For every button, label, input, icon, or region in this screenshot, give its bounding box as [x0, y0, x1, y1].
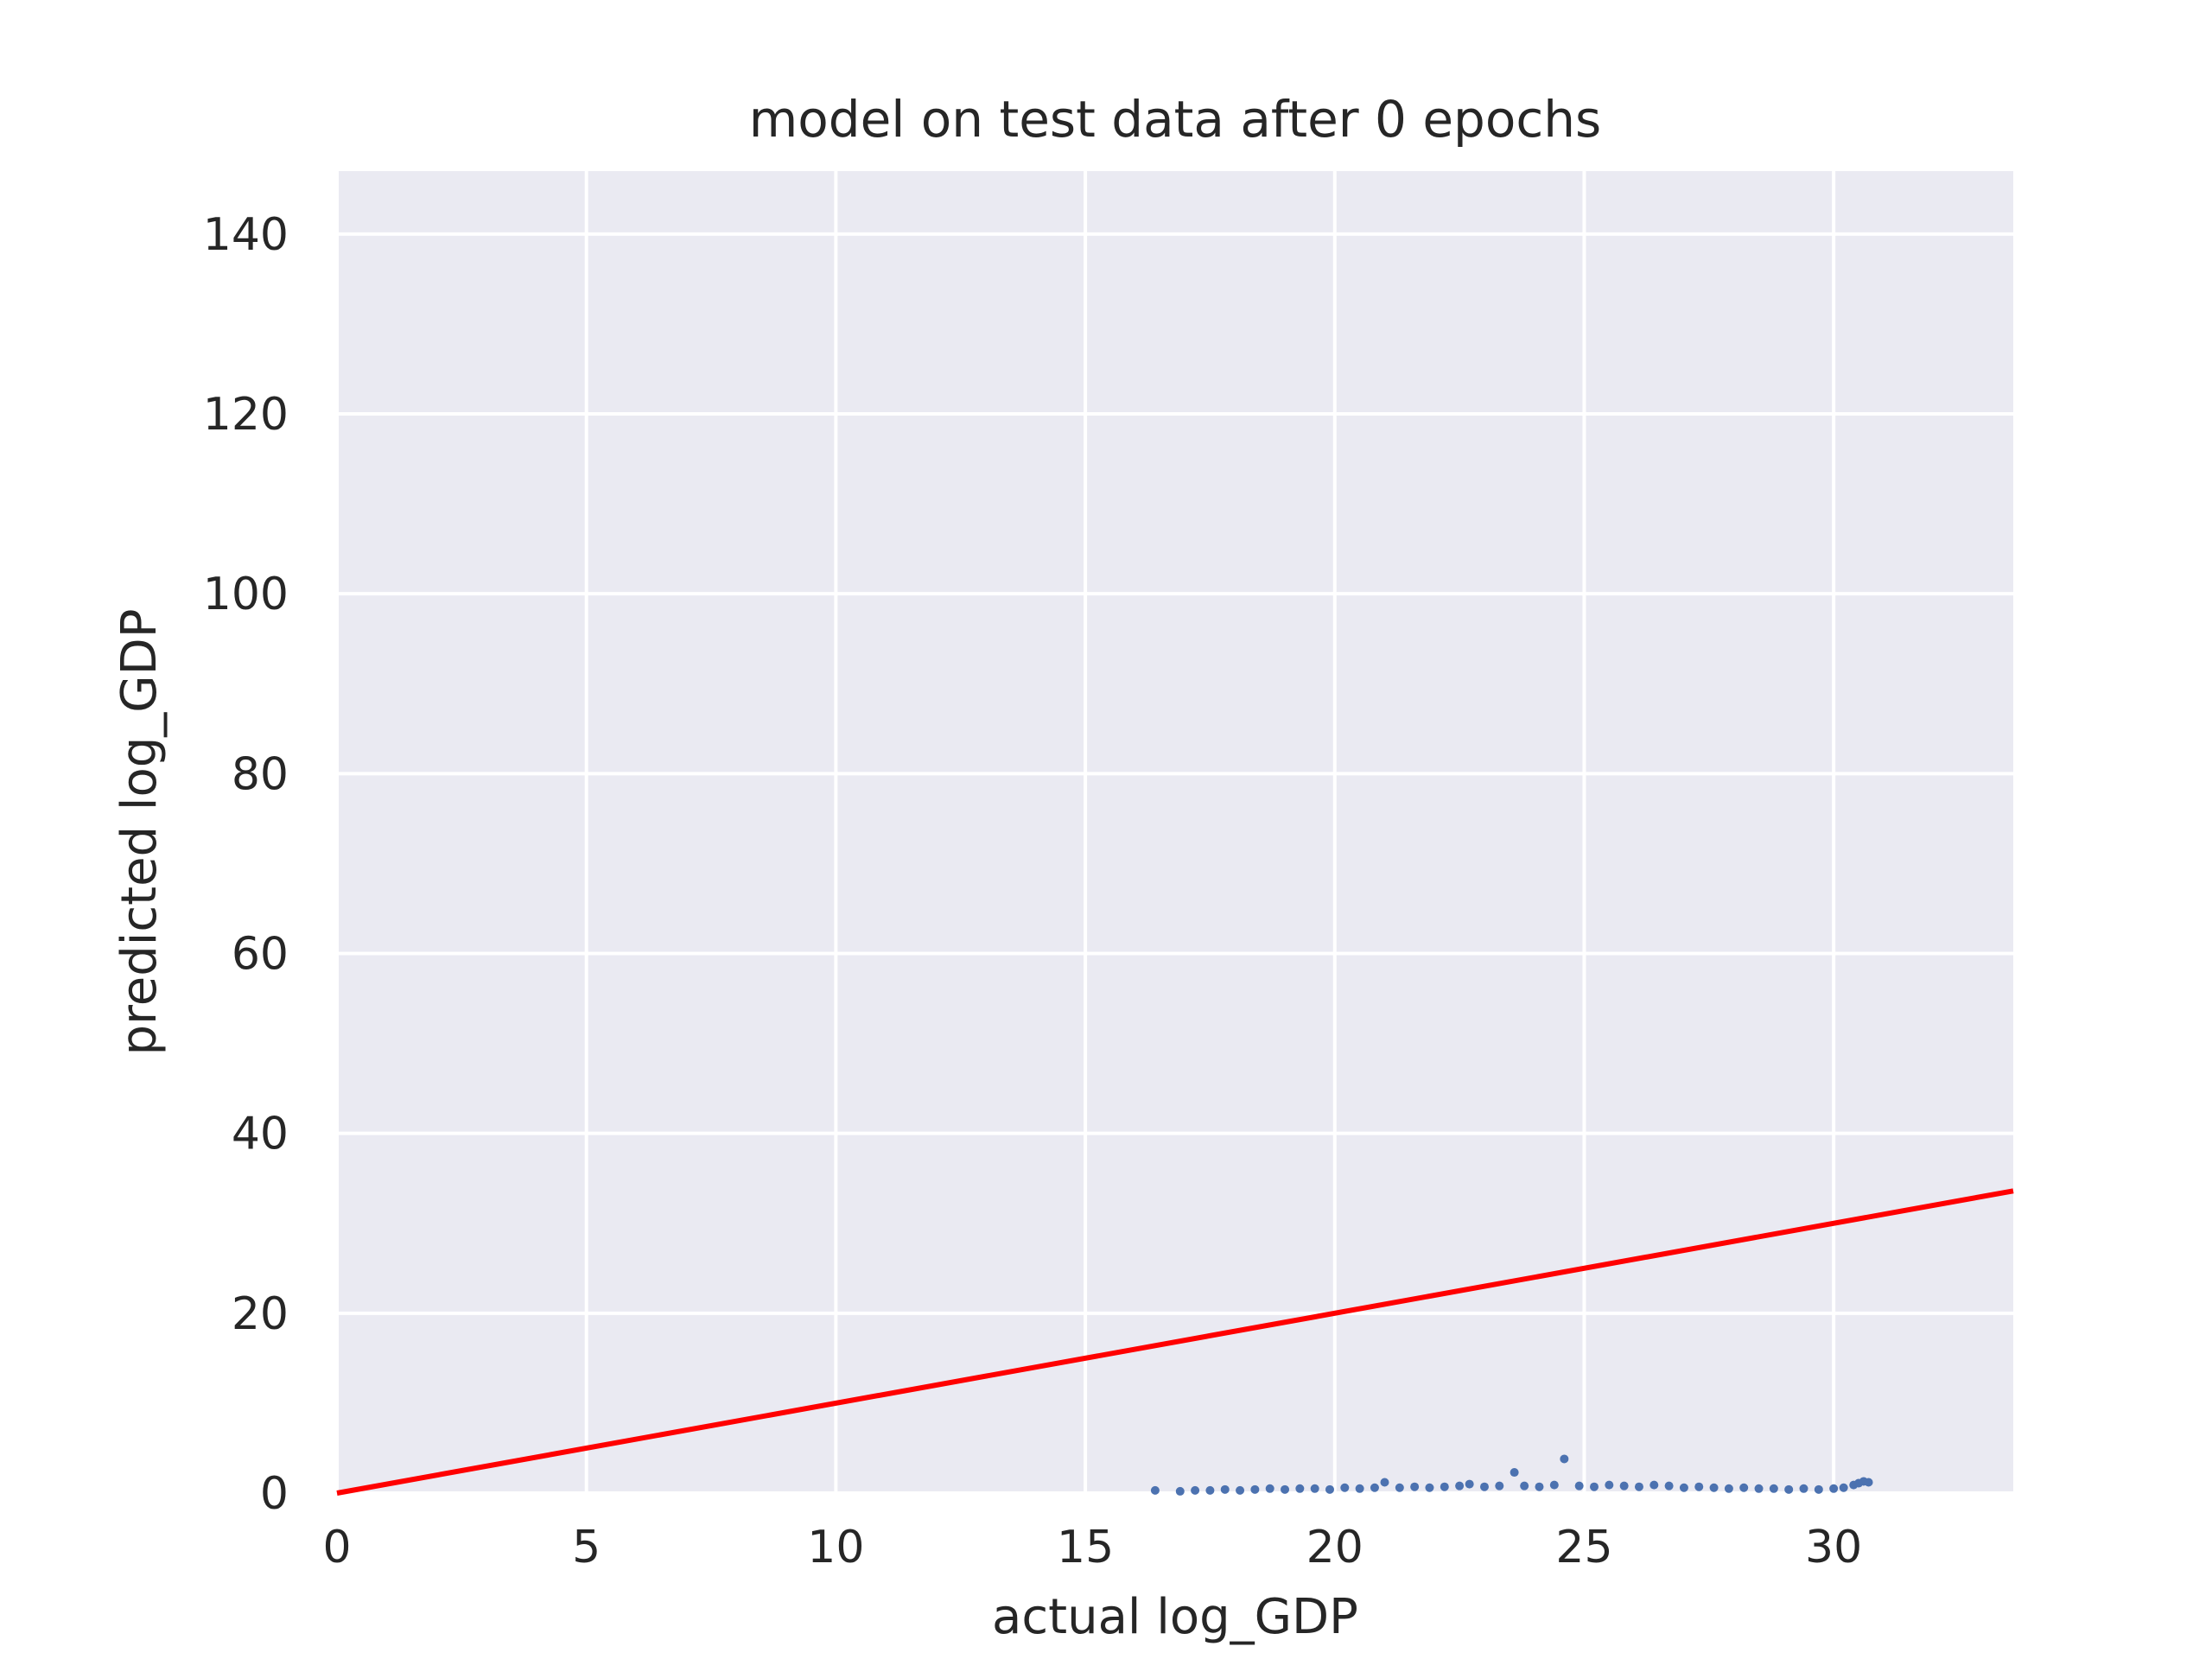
data-point [1679, 1483, 1688, 1492]
data-point [1739, 1483, 1749, 1492]
data-point [1754, 1484, 1764, 1493]
data-point [1694, 1482, 1704, 1491]
data-point [1495, 1481, 1504, 1491]
data-point [1784, 1484, 1794, 1494]
data-point [1535, 1482, 1544, 1491]
data-point [1236, 1485, 1245, 1495]
y-axis-ticks: 0 20 40 60 80 100 120 140 [203, 209, 289, 1520]
data-point [1510, 1468, 1519, 1478]
data-point [1175, 1486, 1185, 1496]
data-points [1150, 1454, 1873, 1496]
data-point [1380, 1478, 1389, 1487]
data-point [1250, 1484, 1260, 1494]
y-tick-label: 100 [203, 569, 289, 620]
data-point [1605, 1480, 1614, 1490]
data-point [1590, 1482, 1599, 1491]
data-point [1724, 1484, 1733, 1493]
data-point [1864, 1478, 1873, 1487]
data-point [1425, 1483, 1434, 1492]
data-point [1549, 1480, 1559, 1490]
chart-title: model on test data after 0 epochs [749, 90, 1601, 149]
data-point [1205, 1485, 1215, 1495]
x-axis-ticks: 0 5 10 15 20 25 30 [322, 1522, 1862, 1573]
data-point [1410, 1482, 1420, 1491]
data-point [1310, 1484, 1319, 1493]
x-tick-label: 0 [322, 1522, 351, 1573]
plot-area [337, 171, 2013, 1493]
data-point [1370, 1483, 1379, 1492]
data-point [1340, 1483, 1350, 1492]
data-point [1839, 1483, 1848, 1492]
x-axis-label: actual log_GDP [992, 1589, 1358, 1645]
data-point [1829, 1484, 1839, 1493]
y-tick-label: 20 [232, 1288, 289, 1340]
data-point [1440, 1482, 1449, 1491]
data-point [1265, 1484, 1274, 1493]
x-tick-label: 20 [1306, 1522, 1363, 1573]
data-point [1520, 1481, 1529, 1491]
y-tick-label: 120 [203, 389, 289, 441]
data-point [1295, 1484, 1305, 1493]
y-tick-label: 0 [260, 1468, 289, 1520]
data-point [1355, 1484, 1364, 1493]
data-point [1574, 1481, 1584, 1491]
data-point [1799, 1484, 1808, 1493]
data-point [1220, 1484, 1230, 1494]
data-point [1191, 1485, 1200, 1495]
data-point [1560, 1454, 1569, 1464]
data-point [1395, 1483, 1404, 1492]
data-point [1634, 1482, 1643, 1491]
data-point [1709, 1483, 1719, 1492]
y-tick-label: 40 [232, 1109, 289, 1160]
x-tick-label: 25 [1555, 1522, 1612, 1573]
x-tick-label: 15 [1057, 1522, 1114, 1573]
y-tick-label: 80 [232, 748, 289, 800]
x-tick-label: 30 [1805, 1522, 1862, 1573]
y-axis-label: predicted log_GDP [111, 608, 168, 1055]
y-tick-label: 60 [232, 929, 289, 981]
reference-line [336, 1188, 2014, 1496]
data-point [1281, 1484, 1290, 1494]
x-tick-label: 10 [807, 1522, 864, 1573]
x-tick-label: 5 [572, 1522, 601, 1573]
data-point [1769, 1484, 1778, 1493]
data-point [1664, 1481, 1674, 1491]
data-point [1619, 1481, 1629, 1491]
data-point [1325, 1484, 1334, 1494]
grid-lines [335, 171, 2013, 1495]
data-point [1150, 1485, 1160, 1495]
data-point [1455, 1481, 1465, 1491]
data-point [1649, 1480, 1659, 1490]
data-point [1465, 1479, 1474, 1489]
y-tick-label: 140 [203, 209, 289, 261]
data-point [1814, 1484, 1823, 1494]
data-point [1479, 1482, 1489, 1491]
